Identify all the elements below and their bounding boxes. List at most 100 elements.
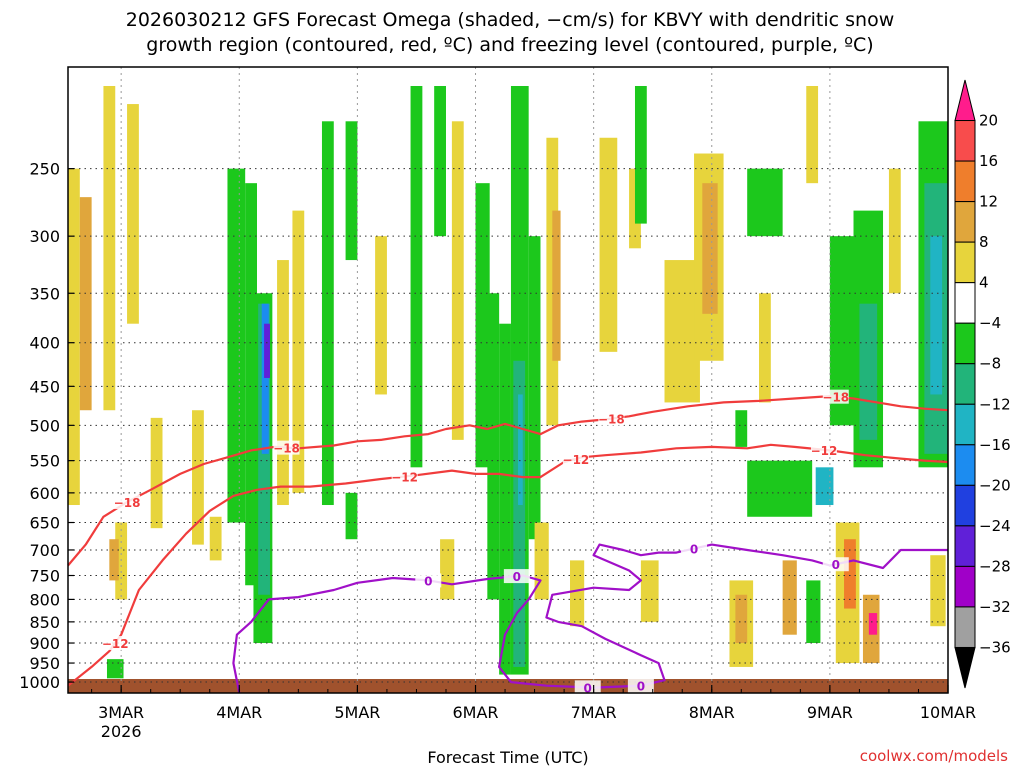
- ground-surface: [68, 679, 948, 693]
- omega-shade-cell: [109, 539, 119, 581]
- omega-shade-cell: [747, 168, 783, 237]
- omega-shade-cell: [747, 460, 813, 517]
- omega-shade-cell: [106, 659, 124, 679]
- x-tick-label: 10MAR: [920, 703, 976, 722]
- omega-shade-cell: [127, 104, 139, 324]
- omega-shade-cell: [192, 410, 204, 545]
- omega-shade-cell: [440, 539, 455, 600]
- colorbar-swatch: [954, 201, 976, 243]
- colorbar-label: 8: [979, 233, 989, 251]
- x-tick-sublabel: 2026: [101, 722, 142, 741]
- x-axis-label: Forecast Time (UTC): [427, 748, 588, 767]
- colorbar-swatch: [954, 120, 976, 162]
- contour-label: 0: [584, 681, 592, 695]
- omega-shade-cell: [930, 236, 943, 395]
- omega-shade-cell: [79, 197, 92, 411]
- contour-label-bg: [822, 557, 849, 572]
- y-tick-label: 450: [29, 377, 60, 396]
- colorbar-label: −20: [979, 476, 1011, 494]
- contour-label-bg: [822, 389, 849, 404]
- colorbar-swatch: [954, 322, 976, 365]
- colorbar-label: 20: [979, 112, 998, 130]
- colorbar: 20 16 12 8 4 −4 −8 −12 −16 −20 −24 −28 −32 −36: [954, 79, 1011, 689]
- x-tick-label: 4MAR: [216, 703, 262, 722]
- omega-shade-cell: [844, 539, 856, 609]
- x-tick-label: 5MAR: [334, 703, 380, 722]
- y-tick-label: 350: [29, 284, 60, 303]
- omega-shade-cell: [599, 137, 618, 352]
- y-tick-label: 750: [29, 567, 60, 586]
- omega-shade-cell: [345, 492, 358, 540]
- contours: −18 −18 −18 −18 −12 −12 −12 −12 0 0 0 0 0 0: [67, 389, 949, 695]
- x-tick-label: 6MAR: [452, 703, 498, 722]
- contour-label: −12: [102, 637, 129, 651]
- contour-label-bg: [102, 636, 129, 651]
- omega-shade-cell: [888, 168, 901, 294]
- colorbar-swatch: [954, 241, 976, 284]
- omega-shade-cell: [434, 85, 446, 237]
- omega-shade-cell: [321, 121, 334, 506]
- omega-shade-cell: [68, 168, 80, 506]
- omega-shade-cell: [759, 293, 771, 403]
- colorbar-label: −24: [979, 517, 1011, 535]
- contour-label-bg: [627, 678, 654, 693]
- credit-text[interactable]: coolwx.com/models: [860, 747, 1008, 765]
- omega-shade-cell: [702, 183, 718, 314]
- contour-line: [67, 395, 949, 567]
- omega-shade-cell: [634, 85, 647, 224]
- x-tick-label: 3MAR: [98, 703, 144, 722]
- colorbar-label: −16: [979, 436, 1011, 454]
- y-tick-label: 400: [29, 334, 60, 353]
- omega-shade-cell: [735, 594, 748, 644]
- omega-shade-cell: [499, 323, 511, 675]
- contour-label-bg: [503, 569, 530, 584]
- contour-label-bg: [273, 440, 300, 455]
- omega-shade-cell: [264, 323, 270, 379]
- omega-shade-cell: [227, 168, 246, 523]
- omega-shade-cell: [277, 260, 289, 506]
- omega-shade-cell: [245, 183, 257, 586]
- omega-shade-cell: [528, 236, 541, 540]
- contour-label-bg: [415, 573, 442, 588]
- colorbar-cap-bottom: [954, 646, 976, 689]
- contour-label-bg: [391, 469, 418, 484]
- omega-shade-cell: [782, 560, 797, 635]
- colorbar-label: 4: [979, 274, 989, 292]
- contour-label: 0: [690, 543, 698, 557]
- omega-shade-cell: [292, 210, 305, 493]
- y-tick-label: 700: [29, 541, 60, 560]
- y-axis: 250 300 350 400 450 500 550 600 650 700 750 800 850 9…: [19, 160, 74, 692]
- y-tick-label: 900: [29, 634, 60, 653]
- contour-label-bg: [562, 451, 589, 466]
- colorbar-cap-top: [954, 79, 976, 122]
- colorbar-swatch: [954, 484, 976, 527]
- contour-label-bg: [681, 541, 708, 556]
- y-tick-label: 600: [29, 484, 60, 503]
- omega-shade-cell: [570, 560, 585, 627]
- omega-shading: [68, 85, 948, 679]
- colorbar-swatch: [954, 444, 976, 486]
- x-tick-label: 8MAR: [689, 703, 735, 722]
- contour-label: −12: [811, 444, 838, 458]
- omega-shade-cell: [829, 236, 854, 426]
- colorbar-label: 16: [979, 152, 998, 170]
- y-tick-label: 950: [29, 654, 60, 673]
- colorbar-swatch: [954, 565, 976, 608]
- colorbar-swatch: [954, 525, 976, 567]
- omega-shade-cell: [806, 580, 821, 644]
- x-tick-label: 9MAR: [807, 703, 853, 722]
- omega-shade-cell: [410, 85, 423, 468]
- contour-label: −18: [273, 442, 300, 456]
- omega-shade-cell: [345, 121, 358, 261]
- plot-frame: [67, 66, 949, 694]
- colorbar-label: −12: [979, 395, 1011, 413]
- contour-label-bg: [598, 411, 625, 426]
- contour-label: −12: [391, 470, 418, 484]
- contour-label: 0: [832, 558, 840, 572]
- omega-shade-cell: [261, 303, 269, 454]
- omega-shade-cell: [475, 183, 490, 468]
- omega-shade-cell: [103, 85, 116, 411]
- omega-shade-cell: [150, 417, 163, 529]
